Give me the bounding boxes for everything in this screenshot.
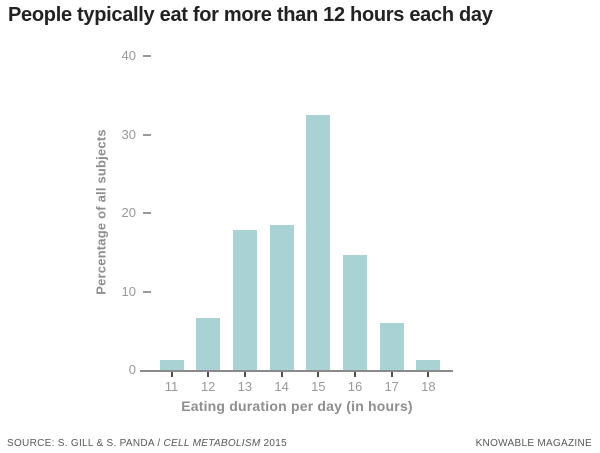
x-tick-mark-18 [427, 372, 430, 377]
source-credit-year: 2015 [260, 438, 287, 449]
y-tick-label-10: 10 [121, 283, 136, 299]
y-tick-label-30: 30 [121, 126, 136, 142]
bar-17 [379, 323, 404, 370]
x-tick-mark-14 [280, 372, 283, 377]
x-axis-title: Eating duration per day (in hours) [181, 398, 413, 414]
x-tick-mark-15 [317, 372, 320, 377]
x-tick-label-14: 14 [274, 379, 289, 394]
x-axis-line [140, 370, 453, 372]
y-tick-dash-30 [143, 133, 151, 136]
y-tick-dash-10 [143, 290, 151, 293]
x-tick-mark-12 [207, 372, 210, 377]
x-tick-mark-11 [170, 372, 173, 377]
source-credit-prefix: SOURCE: S. GILL & S. PANDA / [7, 438, 164, 449]
y-tick-label-0: 0 [128, 362, 136, 377]
x-tick-label-17: 17 [384, 379, 399, 394]
y-tick-dash-20 [143, 212, 151, 214]
source-credit: SOURCE: S. GILL & S. PANDA / CELL METABO… [7, 438, 287, 449]
y-tick-label-40: 40 [121, 48, 136, 63]
x-tick-label-16: 16 [347, 379, 363, 394]
x-tick-label-18: 18 [421, 379, 436, 394]
bar-16 [343, 255, 367, 370]
x-tick-label-15: 15 [311, 379, 326, 394]
x-tick-mark-17 [390, 372, 393, 377]
x-tick-mark-16 [354, 372, 356, 377]
chart-title: People typically eat for more than 12 ho… [8, 4, 493, 26]
bar-15 [306, 115, 331, 370]
y-tick-dash-40 [143, 55, 151, 57]
bar-11 [159, 360, 184, 370]
source-credit-journal: CELL METABOLISM [163, 438, 261, 449]
x-tick-label-11: 11 [164, 379, 179, 394]
bar-12 [196, 318, 221, 370]
y-tick-label-20: 20 [121, 205, 136, 220]
bar-13 [232, 230, 257, 370]
x-tick-label-12: 12 [200, 379, 216, 394]
x-tick-label-13: 13 [237, 379, 253, 394]
brand-credit: KNOWABLE MAGAZINE [475, 438, 592, 449]
bar-18 [416, 360, 441, 370]
x-tick-mark-13 [243, 372, 246, 377]
bar-14 [269, 225, 294, 370]
